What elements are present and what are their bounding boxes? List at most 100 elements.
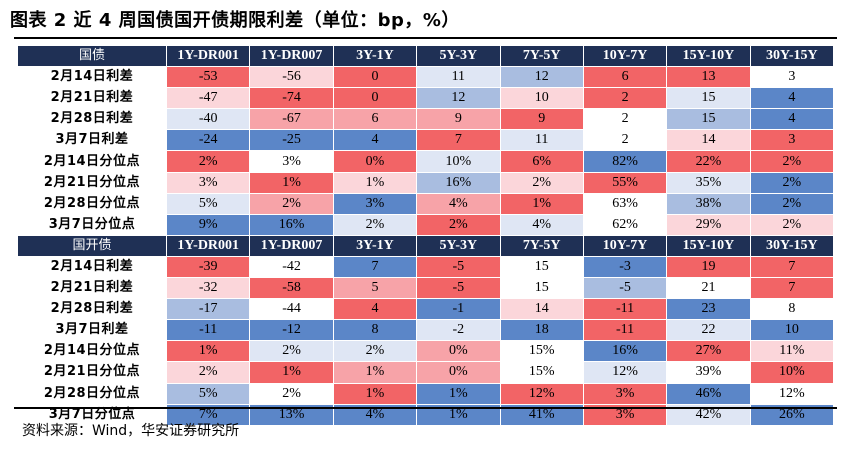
table-cell: 2 bbox=[582, 87, 668, 110]
row-label: 2月28日分位点 bbox=[17, 382, 167, 405]
table-cell: 55% bbox=[582, 171, 668, 194]
table-cell: -5 bbox=[582, 277, 668, 300]
table-cell: 46% bbox=[666, 382, 751, 405]
table-cell: -58 bbox=[249, 277, 334, 300]
table-cell: -56 bbox=[249, 66, 334, 89]
table-cell: 18 bbox=[499, 319, 584, 342]
table-cell: -11 bbox=[165, 319, 251, 342]
row-label: 2月14日利差 bbox=[17, 255, 167, 279]
column-header: 1Y-DR001 bbox=[165, 234, 251, 257]
table-cell: 7% bbox=[165, 403, 251, 426]
table-cell: 2% bbox=[749, 150, 835, 173]
source-note: 资料来源：Wind，华安证券研究所 bbox=[22, 423, 240, 439]
row-label: 3月7日利差 bbox=[17, 319, 167, 342]
table-cell: 9 bbox=[499, 108, 584, 131]
spread-table-container: 国债 1Y-DR001 1Y-DR007 3Y-1Y 5Y-3Y 7Y-5Y 10Y-7Y 1… bbox=[17, 44, 835, 426]
column-header: 10Y-7Y bbox=[582, 44, 668, 68]
section-header-row: 国开债 1Y-DR001 1Y-DR007 3Y-1Y 5Y-3Y 7Y-5Y 10Y-7Y… bbox=[17, 234, 835, 257]
table-cell: 5% bbox=[165, 192, 251, 215]
table-cell: 1% bbox=[416, 403, 501, 426]
table-row: 2月28日利差 -40 -67 6 9 9 2 15 4 bbox=[17, 108, 835, 131]
table-row: 2月14日分位点 2% 3% 0% 10% 6% 82% 22% 2% bbox=[17, 150, 835, 173]
table-cell: 3 bbox=[749, 129, 835, 152]
table-cell: 2% bbox=[749, 171, 835, 194]
table-cell: 10 bbox=[499, 87, 584, 110]
row-label: 2月28日分位点 bbox=[17, 192, 167, 215]
table-cell: 63% bbox=[582, 192, 668, 215]
table-cell: -44 bbox=[249, 298, 334, 321]
table-row: 2月28日分位点 5% 2% 1% 1% 12% 3% 46% 12% bbox=[17, 382, 835, 405]
table-cell: 23 bbox=[666, 298, 751, 321]
table-cell: 4% bbox=[332, 403, 418, 426]
table-row: 2月14日分位点 1% 2% 2% 0% 15% 16% 27% 11% bbox=[17, 340, 835, 363]
table-cell: 15% bbox=[499, 340, 584, 363]
table-cell: -2 bbox=[416, 319, 501, 342]
table-cell: -1 bbox=[416, 298, 501, 321]
table-cell: 29% bbox=[666, 213, 751, 236]
table-cell: 41% bbox=[499, 403, 584, 426]
table-cell: 15% bbox=[499, 361, 584, 384]
table-row: 3月7日分位点 7% 13% 4% 1% 41% 3% 42% 26% bbox=[17, 403, 835, 426]
table-cell: 4% bbox=[499, 213, 584, 236]
table-cell: 4 bbox=[749, 108, 835, 131]
top-rule bbox=[14, 37, 837, 39]
table-cell: 13% bbox=[249, 403, 334, 426]
column-header: 1Y-DR007 bbox=[249, 44, 334, 68]
table-cell: 11 bbox=[499, 129, 584, 152]
table-cell: 4 bbox=[749, 87, 835, 110]
section-category-label: 国开债 bbox=[17, 234, 167, 257]
table-cell: 5% bbox=[165, 382, 251, 405]
table-cell: 13 bbox=[666, 66, 751, 89]
table-row: 2月21日分位点 3% 1% 1% 16% 2% 55% 35% 2% bbox=[17, 171, 835, 194]
table-row: 2月14日利差 -53 -56 0 11 12 6 13 3 bbox=[17, 66, 835, 89]
table-cell: -3 bbox=[582, 255, 668, 279]
table-row: 2月21日利差 -47 -74 0 12 10 2 15 4 bbox=[17, 87, 835, 110]
table-cell: 15 bbox=[499, 255, 584, 279]
table-cell: 15 bbox=[499, 277, 584, 300]
table-cell: 6% bbox=[499, 150, 584, 173]
table-cell: 15 bbox=[666, 108, 751, 131]
table-cell: 27% bbox=[666, 340, 751, 363]
table-cell: 6 bbox=[582, 66, 668, 89]
table-cell: 12% bbox=[582, 361, 668, 384]
column-header: 15Y-10Y bbox=[666, 44, 751, 68]
table-cell: 3% bbox=[582, 382, 668, 405]
column-header: 7Y-5Y bbox=[499, 234, 584, 257]
table-cell: 9% bbox=[165, 213, 251, 236]
table-cell: 1% bbox=[499, 192, 584, 215]
table-cell: 2 bbox=[582, 129, 668, 152]
row-label: 2月14日利差 bbox=[17, 66, 167, 89]
table-row: 2月21日利差 -32 -58 5 -5 15 -5 21 7 bbox=[17, 277, 835, 300]
table-cell: -32 bbox=[165, 277, 251, 300]
table-cell: -5 bbox=[416, 255, 501, 279]
table-cell: 10% bbox=[749, 361, 835, 384]
table-cell: 22% bbox=[666, 150, 751, 173]
table-cell: 10 bbox=[749, 319, 835, 342]
column-header: 5Y-3Y bbox=[416, 234, 501, 257]
table-cell: 2% bbox=[332, 340, 418, 363]
table-cell: 21 bbox=[666, 277, 751, 300]
table-cell: 1% bbox=[332, 361, 418, 384]
column-header: 3Y-1Y bbox=[332, 234, 418, 257]
table-cell: 12 bbox=[416, 87, 501, 110]
table-cell: -24 bbox=[165, 129, 251, 152]
table-cell: 2% bbox=[165, 361, 251, 384]
table-cell: -12 bbox=[249, 319, 334, 342]
table-cell: 5 bbox=[332, 277, 418, 300]
table-cell: 1% bbox=[249, 361, 334, 384]
table-cell: 42% bbox=[666, 403, 751, 426]
table-cell: 8 bbox=[332, 319, 418, 342]
table-cell: 7 bbox=[749, 277, 835, 300]
table-cell: 2% bbox=[165, 150, 251, 173]
table-cell: 16% bbox=[249, 213, 334, 236]
bottom-rule bbox=[14, 407, 837, 409]
table-row: 3月7日利差 -24 -25 4 7 11 2 14 3 bbox=[17, 129, 835, 152]
table-cell: 16% bbox=[582, 340, 668, 363]
section-category-label: 国债 bbox=[17, 44, 167, 68]
table-row: 2月14日利差 -39 -42 7 -5 15 -3 19 7 bbox=[17, 255, 835, 279]
table-cell: 19 bbox=[666, 255, 751, 279]
table-cell: 39% bbox=[666, 361, 751, 384]
table-cell: 2% bbox=[416, 213, 501, 236]
table-row: 2月21日分位点 2% 1% 1% 0% 15% 12% 39% 10% bbox=[17, 361, 835, 384]
table-cell: 2% bbox=[249, 192, 334, 215]
